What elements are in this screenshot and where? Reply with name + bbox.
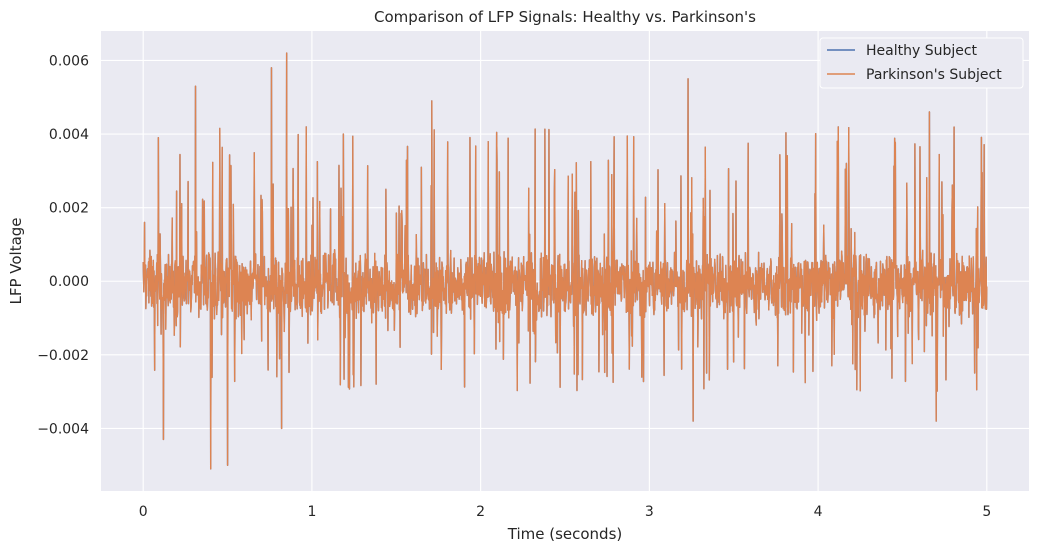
x-tick-label: 2: [476, 504, 485, 520]
chart-title: Comparison of LFP Signals: Healthy vs. P…: [374, 8, 756, 26]
legend-box: [819, 37, 1024, 89]
x-tick-label: 4: [814, 504, 823, 520]
y-tick-label: −0.004: [37, 421, 89, 437]
legend: Healthy Subject Parkinson's Subject: [819, 37, 1024, 89]
tick-labels: 0 1 2 3 4 5 −0.004 −0.002 0.000 0.002 0.004 0.006: [37, 53, 991, 520]
y-tick-label: −0.002: [37, 348, 89, 364]
y-tick-label: 0.006: [49, 53, 89, 69]
x-tick-label: 0: [139, 504, 148, 520]
y-tick-label: 0.000: [49, 274, 89, 290]
y-tick-label: 0.002: [49, 201, 89, 217]
series-lines: [142, 52, 988, 470]
x-tick-label: 3: [645, 504, 654, 520]
x-tick-label: 5: [982, 504, 991, 520]
x-tick-label: 1: [307, 504, 316, 520]
y-tick-label: 0.004: [49, 127, 89, 143]
y-axis-label: LFP Voltage: [7, 217, 25, 304]
x-axis-label: Time (seconds): [507, 525, 623, 543]
legend-label-parkinsons: Parkinson's Subject: [866, 67, 1002, 83]
series-line-parkinsons: [142, 52, 988, 470]
legend-label-healthy: Healthy Subject: [866, 43, 978, 59]
